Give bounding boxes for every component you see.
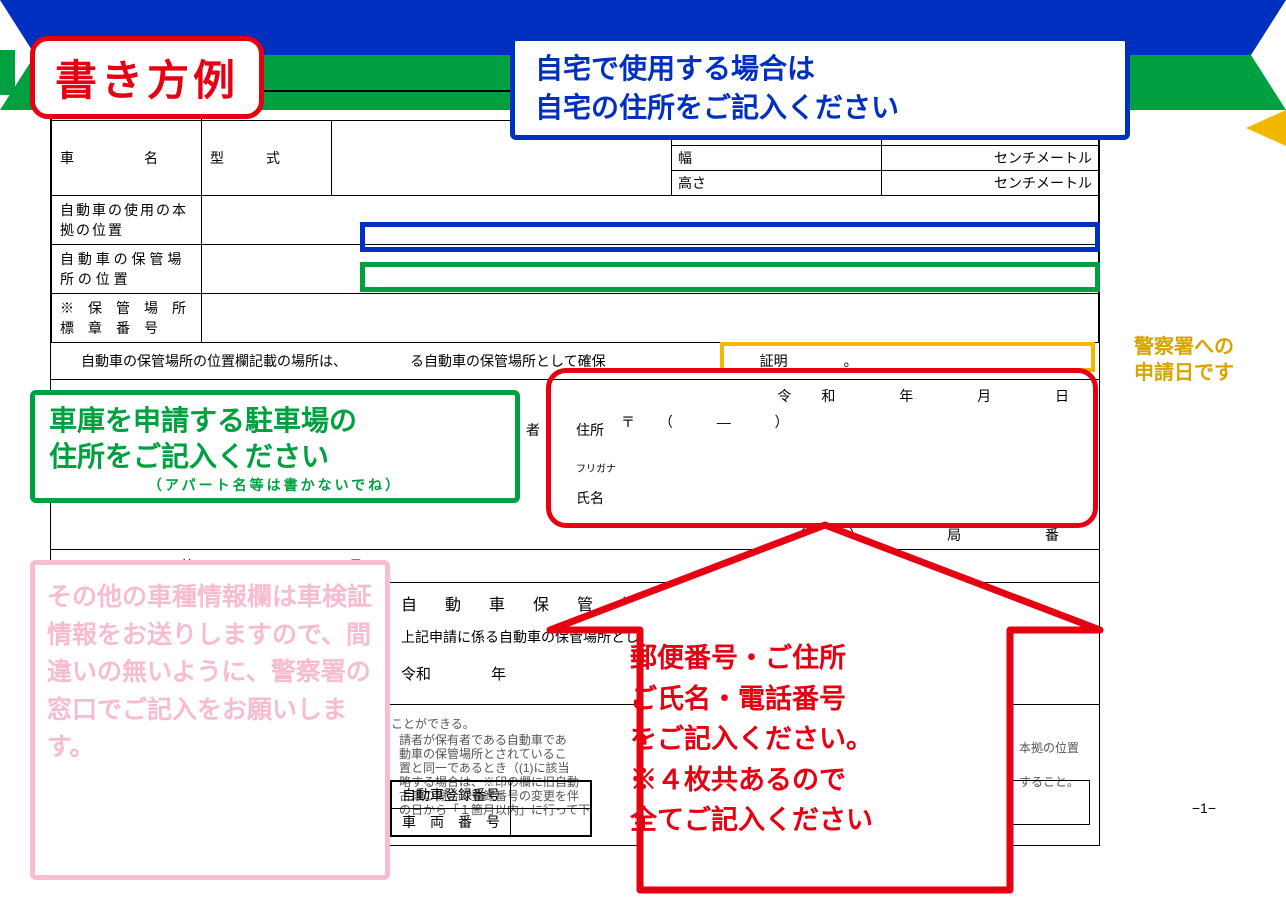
label-type: 型 式 [202, 121, 332, 196]
blue-line1: 自宅で使用する場合は [535, 49, 1105, 88]
highlight-storage-location [360, 262, 1100, 292]
label-width: 幅 [672, 146, 881, 171]
note1: ことができる。 [391, 715, 475, 732]
title-text: 書き方例 [55, 57, 239, 104]
blue-callout: 自宅で使用する場合は 自宅の住所をご記入ください [510, 36, 1130, 140]
green-line2: 住所をご記入ください [49, 439, 501, 475]
blue-line2: 自宅の住所をご記入ください [535, 88, 1105, 127]
label-use-location: 自動車の使用の本拠の位置 [52, 196, 202, 245]
green-line1: 車庫を申請する駐車場の [49, 403, 501, 439]
label-storage-location: 自 動 車 の 保 管 場 所 の 位 置 [52, 245, 202, 294]
yellow-line2: 申請日です [1134, 360, 1281, 386]
car-no: 車 両 番 号 [392, 809, 511, 836]
label-height: 高さ [672, 171, 881, 195]
highlight-applicant [546, 368, 1098, 528]
pink-text: その他の車種情報欄は車検証情報をお送りしますので、間違いの無いように、警察署の窓… [47, 583, 372, 761]
green-callout: 車庫を申請する駐車場の 住所をご記入ください （アパート名等は書かないでね） [30, 390, 520, 503]
page-number: −1− [1192, 800, 1216, 816]
rt3: をご記入ください。 [630, 719, 1010, 760]
label-car-name: 車 名 [52, 121, 202, 196]
green-sub: （アパート名等は書かないでね） [49, 476, 501, 494]
rt1: 郵便番号・ご住所 [630, 638, 1010, 679]
sha: 者 [526, 420, 540, 440]
unit-2: センチメートル [882, 146, 1098, 171]
yellow-callout: 警察署への 申請日です [1130, 330, 1285, 390]
label-sticker-no: ※ 保 管 場 所 標 章 番 号 [52, 294, 202, 343]
title-callout: 書き方例 [30, 36, 264, 119]
reg-no: 自動車登録番号 [392, 782, 511, 809]
pink-callout: その他の車種情報欄は車検証情報をお送りしますので、間違いの無いように、警察署の窓… [30, 560, 390, 880]
rt5: 全てご記入ください [630, 800, 1010, 841]
red-arrow-text: 郵便番号・ご住所 ご氏名・電話番号 をご記入ください。 ※４枚共あるので 全てご… [630, 638, 1010, 841]
yellow-line1: 警察署への [1134, 334, 1281, 360]
rt4: ※４枚共あるので [630, 760, 1010, 801]
rt2: ご氏名・電話番号 [630, 679, 1010, 720]
highlight-use-location [360, 222, 1100, 252]
unit-3: センチメートル [882, 171, 1098, 195]
